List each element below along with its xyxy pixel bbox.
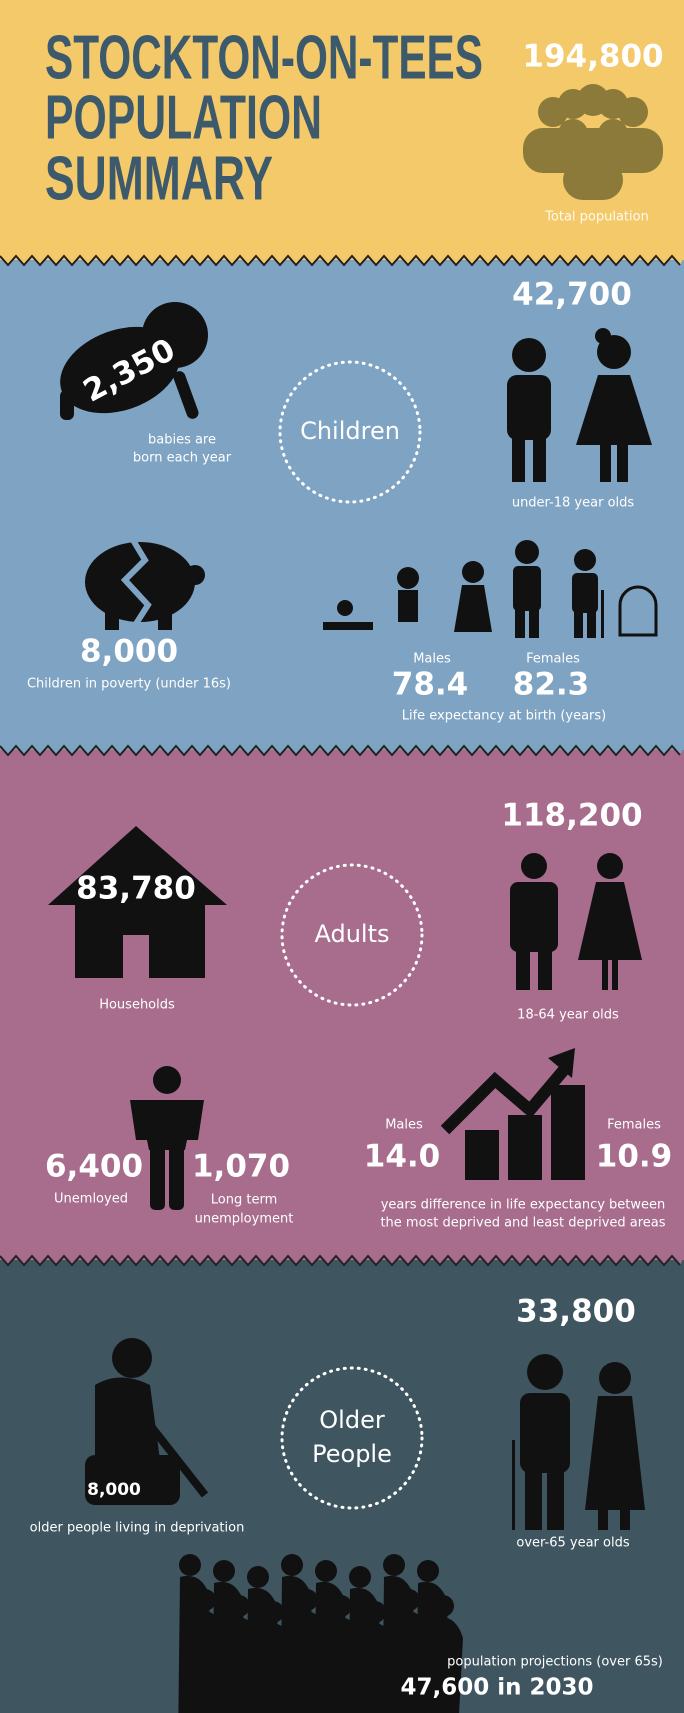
crowd-head — [398, 1589, 420, 1611]
crowd-head — [315, 1560, 337, 1582]
over65-value: 33,800 — [516, 1294, 636, 1330]
babies-label: born each year — [133, 451, 232, 466]
females-value: 10.9 — [596, 1139, 673, 1175]
infographic: STOCKTON-ON-TEES POPULATION SUMMARY 194,… — [0, 0, 684, 1713]
section-heading: Adults — [314, 920, 389, 948]
crowd-head — [179, 1554, 201, 1576]
section-heading: Children — [300, 417, 400, 445]
males-label: Males — [385, 1118, 423, 1133]
section-heading: Older — [319, 1406, 385, 1434]
females-label: Females — [607, 1118, 661, 1133]
crowd-head — [281, 1554, 303, 1576]
crowd-head — [364, 1601, 386, 1623]
crowd-body — [227, 1617, 259, 1713]
crowd-head — [417, 1560, 439, 1582]
crowd-body — [363, 1623, 395, 1713]
under18-value: 42,700 — [512, 277, 632, 313]
door — [123, 935, 149, 978]
crowd-body — [193, 1611, 225, 1713]
unemployed-label: Unemloyed — [54, 1192, 128, 1207]
long-term-label: unemployment — [195, 1212, 294, 1227]
males-label: Males — [413, 652, 451, 667]
life-expectancy-label: Life expectancy at birth (years) — [402, 709, 607, 724]
females-value: 82.3 — [513, 667, 590, 703]
projection-label: population projections (over 65s) — [447, 1655, 663, 1670]
crowd-body — [295, 1611, 327, 1713]
deprivation-label: older people living in deprivation — [30, 1521, 245, 1536]
crowd-body — [261, 1623, 293, 1713]
households-label: Households — [99, 998, 175, 1013]
projection-value: 47,600 in 2030 — [400, 1675, 593, 1701]
males-value: 78.4 — [392, 667, 469, 703]
long-term-label: Long term — [211, 1193, 277, 1208]
crowd-body — [329, 1617, 361, 1713]
crowd-head — [262, 1601, 284, 1623]
unemployed-value: 6,400 — [45, 1149, 143, 1185]
long-term-value: 1,070 — [192, 1149, 290, 1185]
crowd-head — [228, 1595, 250, 1617]
title-line: POPULATION — [45, 83, 322, 152]
crowd-head — [194, 1589, 216, 1611]
total-label: Total population — [544, 210, 649, 225]
crowd-head — [213, 1560, 235, 1582]
crowd-head — [330, 1595, 352, 1617]
crowd-head — [349, 1566, 371, 1588]
males-value: 14.0 — [364, 1139, 441, 1175]
total-population: 194,800 — [522, 39, 663, 75]
over65-label: over-65 year olds — [516, 1536, 629, 1551]
crowd-head — [383, 1554, 405, 1576]
households-value: 83,780 — [76, 871, 196, 907]
age-18-64-label: 18-64 year olds — [517, 1008, 619, 1023]
females-label: Females — [526, 652, 580, 667]
crowd-head — [247, 1566, 269, 1588]
gap-label: the most deprived and least deprived are… — [380, 1216, 665, 1231]
under18-label: under-18 year olds — [512, 496, 635, 511]
title-line: SUMMARY — [45, 144, 273, 213]
title-line: STOCKTON-ON-TEES — [45, 23, 483, 92]
crowd-head — [296, 1589, 318, 1611]
poverty-label: Children in poverty (under 16s) — [27, 677, 231, 692]
section-heading: People — [312, 1440, 392, 1468]
poverty-value: 8,000 — [80, 634, 178, 670]
age-18-64-value: 118,200 — [501, 798, 642, 834]
crowd-head — [432, 1595, 454, 1617]
deprivation-value: 8,000 — [87, 1480, 141, 1500]
gap-label: years difference in life expectancy betw… — [381, 1198, 666, 1213]
babies-label: babies are — [148, 433, 216, 448]
